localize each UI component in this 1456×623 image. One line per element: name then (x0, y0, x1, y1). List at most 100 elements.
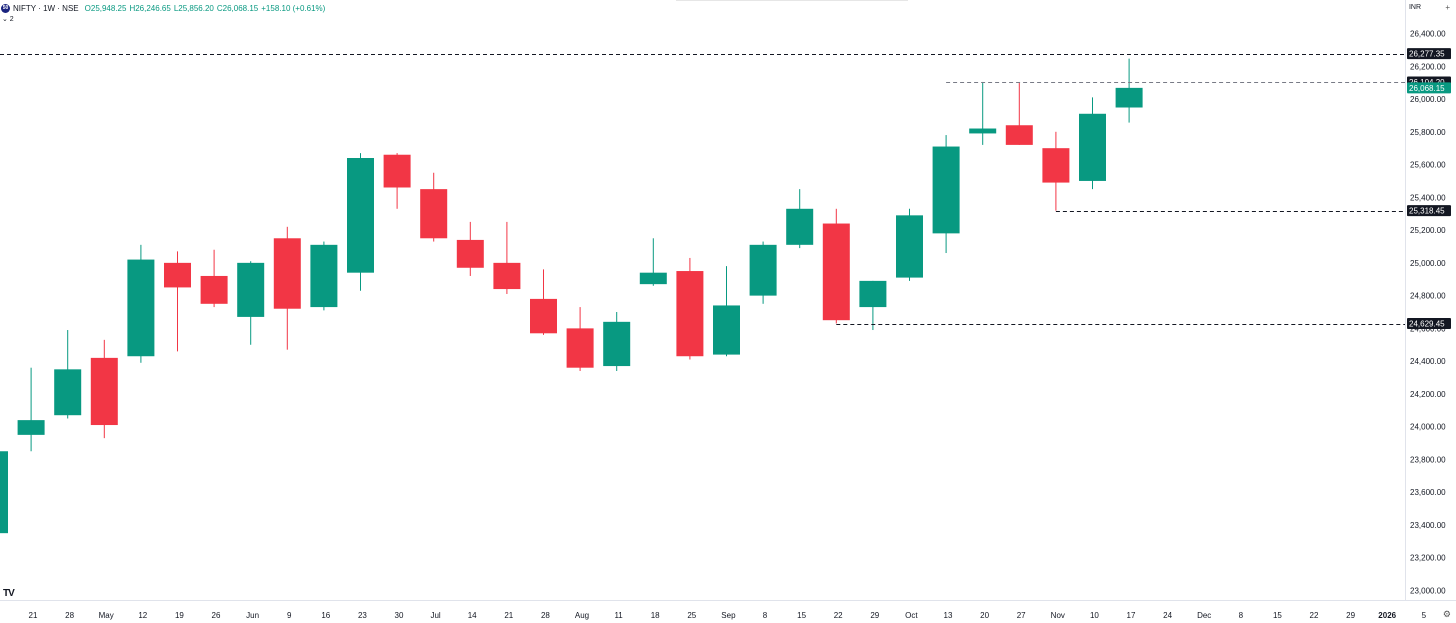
gear-icon[interactable]: ⚙ (1442, 609, 1451, 619)
y-tick-label: 26,000.00 (1410, 95, 1446, 104)
candle-body[interactable] (90, 357, 118, 426)
y-tick-label: 24,400.00 (1410, 357, 1446, 366)
x-tick-label: 29 (1346, 611, 1355, 620)
candle-body[interactable] (383, 154, 411, 188)
y-tick-label: 24,200.00 (1410, 390, 1446, 399)
x-tick-label: 16 (321, 611, 330, 620)
candle-body[interactable] (17, 420, 45, 435)
candle-body[interactable] (969, 128, 997, 134)
close-value: C26,068.15 (216, 3, 259, 13)
price-level-tag: 25,318.45 (1409, 207, 1445, 216)
y-tick-label: 23,600.00 (1410, 488, 1446, 497)
x-tick-label: Dec (1197, 611, 1211, 620)
candle-body[interactable] (932, 146, 960, 234)
candle-body[interactable] (786, 208, 814, 245)
x-tick-label: Jul (430, 611, 440, 620)
symbol-title[interactable]: NIFTY · 1W · NSE (13, 3, 79, 13)
current-price-tag: 26,068.15 (1409, 84, 1445, 93)
x-tick-label: 10 (1090, 611, 1099, 620)
candle-body[interactable] (127, 259, 155, 357)
x-tick-label: 28 (541, 611, 550, 620)
currency-selector[interactable]: INR (1408, 4, 1421, 11)
add-icon[interactable]: + (1445, 3, 1450, 12)
x-tick-label: May (99, 611, 114, 620)
x-tick-label: 9 (287, 611, 292, 620)
candle-body[interactable] (1079, 113, 1106, 181)
candle-body[interactable] (896, 215, 923, 278)
candle-body[interactable] (54, 369, 82, 416)
candle-body[interactable] (310, 244, 338, 308)
x-tick-label: 18 (651, 611, 660, 620)
price-level-tag-bg (1407, 48, 1451, 60)
low-value: L25,856.20 (173, 3, 214, 13)
candle-body[interactable] (347, 158, 374, 273)
nifty-logo-icon: 50 (1, 3, 10, 13)
indicator-toggle[interactable]: ⌄ 2 (2, 16, 14, 23)
x-tick-label: 21 (29, 611, 38, 620)
x-tick-label: Jun (246, 611, 259, 620)
x-tick-label: 26 (212, 611, 221, 620)
candle-body[interactable] (164, 262, 191, 288)
y-tick-label: 23,200.00 (1410, 554, 1446, 563)
candle-body[interactable] (0, 451, 8, 534)
x-tick-label: 25 (687, 611, 696, 620)
x-tick-label: 22 (1310, 611, 1319, 620)
candle-body[interactable] (859, 280, 887, 308)
current-price-tag-bg (1407, 82, 1451, 94)
top-divider (676, 0, 908, 1)
candle-body[interactable] (566, 328, 594, 368)
candle-body[interactable] (1115, 87, 1143, 108)
change-value: +158.10 (+0.61%) (261, 3, 326, 13)
x-tick-label: 8 (763, 611, 768, 620)
x-tick-label: 2026 (1378, 611, 1396, 620)
candle-body[interactable] (273, 238, 301, 309)
candle-body[interactable] (749, 244, 777, 296)
candle-body[interactable] (493, 262, 521, 290)
candle-body[interactable] (1042, 148, 1070, 183)
candle-body[interactable] (1005, 125, 1033, 145)
candle-body[interactable] (822, 223, 850, 321)
candle-body[interactable] (200, 275, 228, 304)
y-tick-label: 25,800.00 (1410, 128, 1446, 137)
candle-body[interactable] (713, 305, 740, 355)
x-tick-label: 8 (1239, 611, 1244, 620)
y-tick-label: 24,800.00 (1410, 292, 1446, 301)
price-level-tag: 26,277.35 (1409, 50, 1445, 59)
y-tick-label: 23,400.00 (1410, 521, 1446, 530)
y-tick-label: 25,400.00 (1410, 193, 1446, 202)
y-tick-label: 26,200.00 (1410, 62, 1446, 71)
candle-body[interactable] (676, 271, 704, 357)
legend-header: 50 NIFTY · 1W · NSE O25,948.25 H26,246.6… (0, 0, 328, 16)
candle-body[interactable] (639, 272, 667, 285)
candle-body[interactable] (237, 262, 265, 317)
open-value: O25,948.25 (84, 3, 127, 13)
x-tick-label: 21 (504, 611, 513, 620)
candle-body[interactable] (456, 239, 484, 268)
price-level-tag-bg (1407, 205, 1451, 217)
high-value: H26,246.65 (129, 3, 171, 13)
candle-body[interactable] (603, 321, 631, 367)
y-tick-label: 25,200.00 (1410, 226, 1446, 235)
x-tick-label: 24 (1163, 611, 1172, 620)
price-level-tag: 24,629.45 (1409, 320, 1445, 329)
price-level-tag-bg (1407, 318, 1451, 330)
candle-body[interactable] (530, 298, 557, 334)
y-tick-label: 23,800.00 (1410, 455, 1446, 464)
x-tick-label: 17 (1127, 611, 1136, 620)
x-tick-label: 13 (944, 611, 953, 620)
x-tick-label: 22 (834, 611, 843, 620)
y-tick-label: 23,000.00 (1410, 587, 1446, 596)
x-tick-label: 19 (175, 611, 184, 620)
x-tick-label: 30 (395, 611, 404, 620)
x-tick-label: Aug (575, 611, 589, 620)
y-tick-label: 25,600.00 (1410, 161, 1446, 170)
x-tick-label: 27 (1017, 611, 1026, 620)
candle-body[interactable] (420, 189, 448, 239)
x-tick-label: 5 (1422, 611, 1427, 620)
tradingview-logo: TV (3, 588, 15, 599)
x-tick-label: 20 (980, 611, 989, 620)
x-tick-label: 23 (358, 611, 367, 620)
x-tick-label: Oct (905, 611, 918, 620)
